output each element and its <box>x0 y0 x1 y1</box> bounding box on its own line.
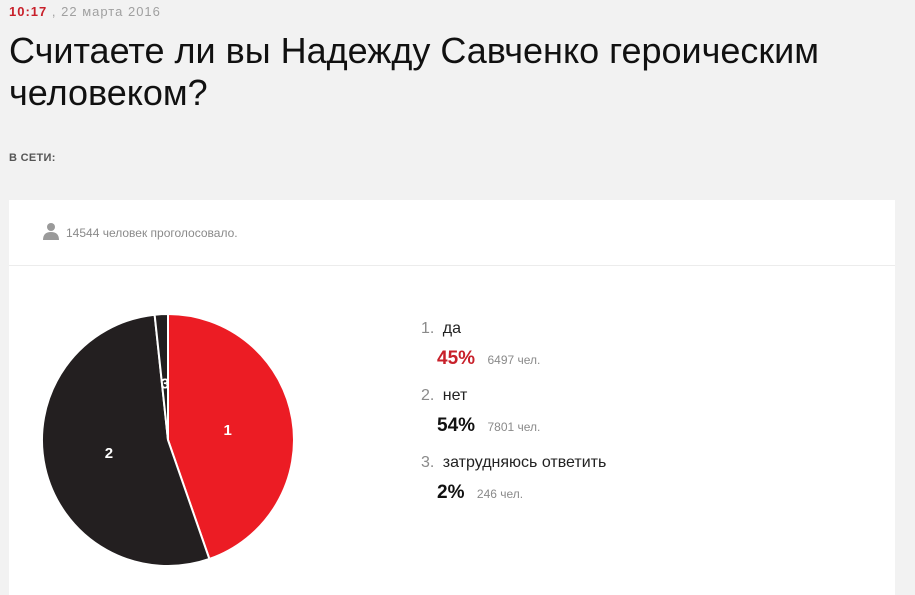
option-stats: 54% 7801 чел. <box>421 407 861 452</box>
total-votes: 14544 человек проголосовало. <box>66 226 238 240</box>
option-label: затрудняюсь ответить <box>442 454 607 471</box>
online-label: В СЕТИ: <box>9 152 56 164</box>
option-title: 3. затрудняюсь ответить <box>421 452 861 474</box>
option-number: 3. <box>421 454 435 471</box>
poll-results: 1. да 45% 6497 чел. 2. нет 54% 7801 чел. <box>421 318 861 519</box>
option-count: 7801 чел. <box>487 420 541 434</box>
pie-label-3: 3 <box>161 375 169 392</box>
pie-slice-3 <box>153 312 169 441</box>
article-meta: 10:17 , 22 марта 2016 <box>9 4 161 19</box>
pie-label-1: 1 <box>223 422 231 439</box>
pie-slice-2 <box>40 313 211 567</box>
poll-card-header: 14544 человек проголосовало. <box>9 200 895 266</box>
poll-option: 3. затрудняюсь ответить 2% 246 чел. <box>421 452 861 519</box>
option-percent: 45% <box>437 348 476 369</box>
poll-option: 2. нет 54% 7801 чел. <box>421 385 861 452</box>
user-icon <box>43 223 59 240</box>
option-label: да <box>442 320 462 337</box>
option-stats: 45% 6497 чел. <box>421 340 861 385</box>
poll-option: 1. да 45% 6497 чел. <box>421 318 861 385</box>
poll-question-title: Считаете ли вы Надежду Савченко героичес… <box>9 30 820 113</box>
option-number: 2. <box>421 387 435 404</box>
option-percent: 2% <box>437 482 465 503</box>
option-title: 2. нет <box>421 385 861 407</box>
poll-card: 14544 человек проголосовало. 1 2 3 1. да 4… <box>9 200 895 595</box>
article-time: 10:17 <box>9 4 48 19</box>
pie-chart: 1 2 3 <box>40 312 295 567</box>
pie-slice-1 <box>167 312 295 561</box>
option-count: 6497 чел. <box>487 353 541 367</box>
date-separator: , <box>51 4 57 19</box>
option-percent: 54% <box>437 415 476 436</box>
option-number: 1. <box>421 320 435 337</box>
option-stats: 2% 246 чел. <box>421 474 861 519</box>
article-date: 22 марта 2016 <box>61 4 161 19</box>
option-title: 1. да <box>421 318 861 340</box>
pie-label-2: 2 <box>105 445 113 462</box>
option-count: 246 чел. <box>476 487 524 501</box>
option-label: нет <box>442 387 468 404</box>
